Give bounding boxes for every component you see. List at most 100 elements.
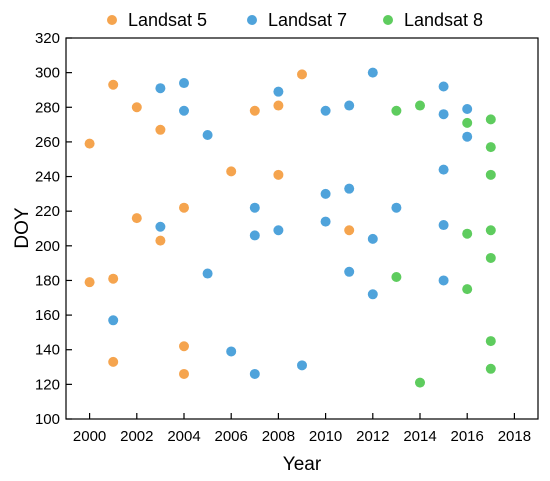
- legend-marker-series-3: [383, 15, 393, 25]
- x-axis-label: Year: [283, 454, 322, 475]
- x-tick-label: 2014: [403, 428, 436, 445]
- data-point-series-2: [273, 225, 284, 236]
- data-point-series-1: [108, 356, 119, 367]
- x-axis-ticks: 2000 2002 2004 2006 2008 2010 2012 2014 2016 2018: [73, 413, 531, 445]
- data-point-series-1: [226, 166, 237, 177]
- data-point-series-1: [179, 341, 189, 352]
- data-point-series-3: [415, 377, 425, 388]
- data-point-series-1: [273, 169, 284, 180]
- data-point-series-2: [202, 268, 213, 279]
- data-point-series-2: [438, 275, 449, 286]
- data-point-series-2: [297, 360, 307, 371]
- data-point-series-3: [391, 105, 402, 116]
- y-tick-label: 200: [35, 238, 60, 255]
- data-point-series-2: [226, 346, 237, 357]
- data-point-series-1: [273, 100, 284, 111]
- y-tick-label: 280: [35, 99, 60, 116]
- data-point-series-2: [249, 230, 260, 241]
- data-point-series-1: [249, 105, 260, 116]
- data-point-series-1: [179, 368, 189, 379]
- data-point-series-2: [462, 104, 473, 115]
- data-point-series-2: [249, 368, 260, 379]
- data-point-series-2: [438, 164, 449, 175]
- x-tick-label: 2018: [498, 428, 531, 445]
- data-point-series-3: [485, 225, 496, 236]
- data-point-series-3: [485, 336, 496, 347]
- data-point-series-3: [485, 114, 496, 125]
- data-point-series-2: [344, 183, 355, 194]
- y-tick-label: 120: [35, 376, 60, 393]
- y-tick-label: 320: [35, 30, 60, 47]
- y-tick-label: 300: [35, 65, 60, 82]
- x-tick-label: 2000: [73, 428, 106, 445]
- data-point-series-1: [179, 202, 189, 213]
- data-point-series-2: [438, 220, 449, 231]
- data-point-series-2: [391, 202, 402, 213]
- y-tick-label: 140: [35, 342, 60, 359]
- data-point-series-2: [108, 315, 119, 326]
- data-point-series-2: [155, 83, 166, 94]
- data-point-series-2: [155, 221, 166, 232]
- data-points: [84, 67, 496, 388]
- data-point-series-1: [131, 213, 142, 224]
- legend-label-series-1: Landsat 5: [128, 10, 207, 30]
- data-point-series-2: [202, 129, 213, 140]
- y-tick-label: 240: [35, 169, 60, 186]
- data-point-series-2: [320, 188, 331, 199]
- data-point-series-1: [155, 235, 166, 246]
- data-point-series-2: [367, 289, 378, 300]
- data-point-series-2: [273, 86, 284, 97]
- data-point-series-2: [320, 105, 331, 116]
- data-point-series-1: [344, 225, 355, 236]
- data-point-series-1: [155, 124, 166, 135]
- data-point-series-2: [344, 100, 355, 111]
- data-point-series-2: [367, 67, 378, 78]
- data-point-series-1: [108, 273, 119, 284]
- y-tick-label: 220: [35, 203, 60, 220]
- y-tick-label: 180: [35, 272, 60, 289]
- data-point-series-1: [131, 102, 142, 113]
- x-tick-label: 2008: [262, 428, 295, 445]
- y-tick-label: 160: [35, 307, 60, 324]
- legend: Landsat 5 Landsat 7 Landsat 8: [107, 10, 483, 30]
- data-point-series-3: [485, 169, 496, 180]
- data-point-series-1: [297, 69, 307, 80]
- data-point-series-3: [391, 271, 402, 282]
- data-point-series-3: [462, 284, 473, 295]
- x-tick-label: 2016: [451, 428, 484, 445]
- data-point-series-2: [438, 81, 449, 92]
- data-point-series-2: [462, 131, 473, 142]
- data-point-series-1: [84, 277, 95, 288]
- data-point-series-3: [462, 228, 473, 239]
- x-tick-label: 2012: [356, 428, 389, 445]
- x-tick-label: 2002: [120, 428, 153, 445]
- x-tick-label: 2006: [215, 428, 248, 445]
- data-point-series-2: [320, 216, 331, 227]
- data-point-series-3: [485, 142, 496, 153]
- legend-label-series-3: Landsat 8: [404, 10, 483, 30]
- data-point-series-2: [179, 105, 189, 116]
- data-point-series-2: [249, 202, 260, 213]
- data-point-series-3: [462, 117, 473, 128]
- data-point-series-3: [485, 363, 496, 374]
- data-point-series-3: [485, 252, 496, 263]
- data-point-series-2: [367, 233, 378, 244]
- x-tick-label: 2010: [309, 428, 342, 445]
- y-tick-label: 100: [35, 411, 60, 428]
- data-point-series-2: [344, 266, 355, 277]
- legend-marker-series-1: [107, 15, 117, 25]
- axes: 2000 2002 2004 2006 2008 2010 2012 2014 2016 2018…: [12, 30, 539, 475]
- y-tick-label: 260: [35, 134, 60, 151]
- plot-frame: [65, 37, 539, 420]
- x-tick-label: 2004: [167, 428, 200, 445]
- legend-label-series-2: Landsat 7: [268, 10, 347, 30]
- y-axis-ticks: 100 120 140 160 180 200 220 240 260 280 300 320: [35, 30, 72, 428]
- data-point-series-3: [415, 100, 425, 111]
- data-point-series-1: [84, 138, 95, 149]
- data-point-series-2: [438, 109, 449, 120]
- y-axis-label: DOY: [12, 207, 33, 249]
- legend-marker-series-2: [247, 15, 257, 25]
- data-point-series-2: [179, 78, 189, 89]
